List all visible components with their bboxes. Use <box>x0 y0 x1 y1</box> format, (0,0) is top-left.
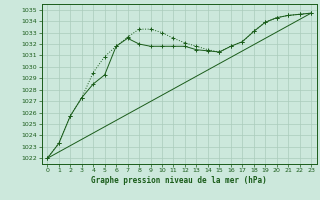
X-axis label: Graphe pression niveau de la mer (hPa): Graphe pression niveau de la mer (hPa) <box>91 176 267 185</box>
